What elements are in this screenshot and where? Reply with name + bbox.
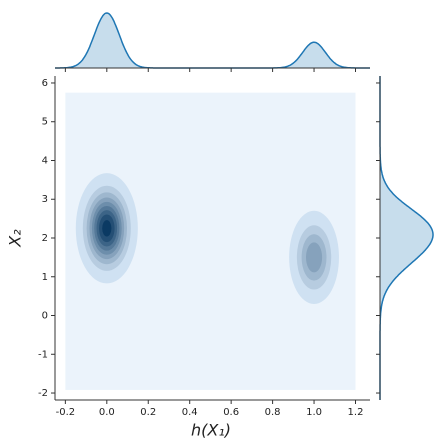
y-tick-label: 5 <box>42 117 48 128</box>
x-tick-label: 0.0 <box>99 407 115 418</box>
y-tick-label: 1 <box>42 272 48 283</box>
x-tick-label: 1.0 <box>306 407 322 418</box>
y-tick-label: 0 <box>42 311 48 322</box>
x-tick-label: -0.2 <box>56 407 76 418</box>
y-tick-label: -1 <box>38 349 48 360</box>
y-axis-label: X₂ <box>6 229 25 248</box>
x-tick-label: 1.2 <box>348 407 364 418</box>
y-tick-label: -2 <box>38 388 48 399</box>
y-tick-label: 3 <box>42 194 48 205</box>
x-tick-label: 0.6 <box>223 407 239 418</box>
kde-contour <box>102 220 112 237</box>
y-tick-label: 4 <box>42 155 48 166</box>
y-tick-label: 2 <box>42 233 48 244</box>
marginal-x-area <box>55 13 370 68</box>
y-tick-label: 6 <box>42 78 48 89</box>
x-tick-label: 0.4 <box>182 407 198 418</box>
x-tick-label: 0.2 <box>140 407 156 418</box>
x-tick-label: 0.8 <box>265 407 281 418</box>
marginal-y-area <box>380 76 433 400</box>
x-axis-label: h(X₁) <box>191 421 231 440</box>
kde-contour <box>306 242 323 273</box>
